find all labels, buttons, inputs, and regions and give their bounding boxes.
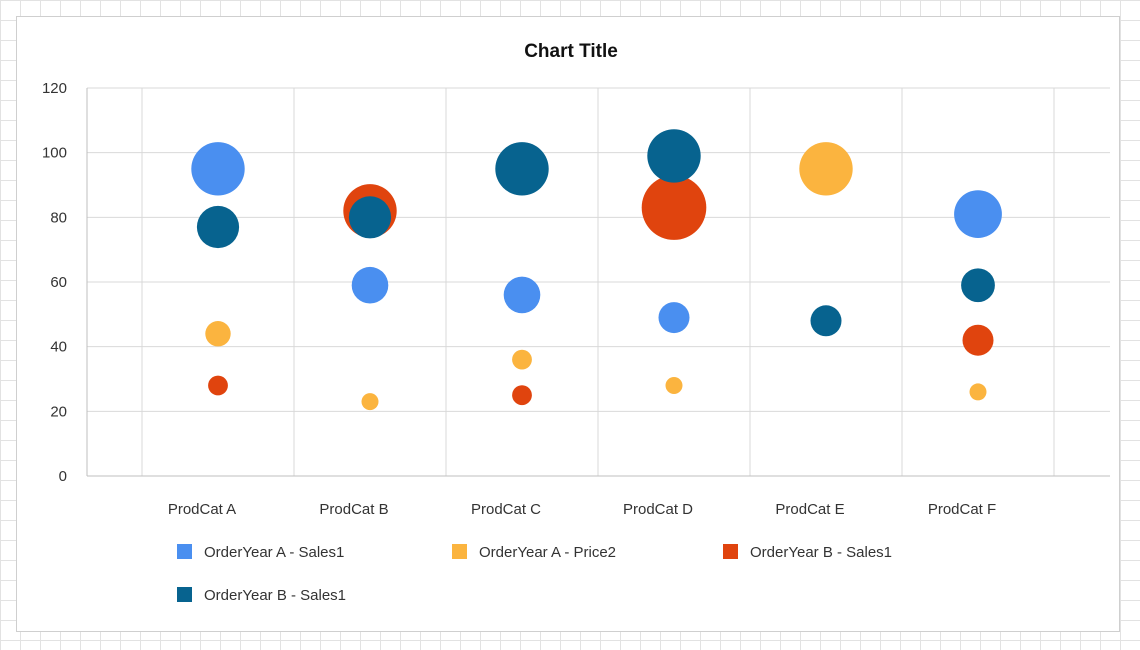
x-category-label: ProdCat D [623, 501, 693, 518]
bubble-s3-prodcat-a [208, 375, 228, 396]
y-tick-label: 0 [59, 468, 67, 485]
bubble-s3-prodcat-d [641, 175, 707, 240]
bubble-s1-prodcat-c [503, 276, 541, 314]
bubble-s1-prodcat-a [191, 142, 245, 196]
y-tick-label: 40 [50, 339, 67, 356]
y-tick-label: 120 [42, 80, 67, 97]
y-tick-label: 20 [50, 403, 67, 420]
bubble-s3-prodcat-f [962, 324, 994, 356]
chart-title: Chart Title [524, 41, 618, 62]
bubble-s1-prodcat-f [954, 190, 1002, 239]
legend-label: OrderYear B - Sales1 [750, 544, 892, 561]
bubble-s4-prodcat-e [810, 305, 842, 337]
bubble-s4-prodcat-d [647, 129, 701, 183]
x-category-label: ProdCat C [471, 501, 541, 518]
bubble-s2-prodcat-d [665, 376, 683, 394]
legend-label: OrderYear A - Sales1 [204, 544, 344, 561]
bubble-s2-prodcat-b [361, 393, 379, 411]
bubble-s2-prodcat-f [969, 383, 987, 401]
bubble-s3-prodcat-c [512, 385, 532, 406]
chart-panel: Chart Title 0 20 40 60 80 100 120 ProdCat A Prod… [16, 16, 1120, 632]
axes: 0 20 40 60 80 100 120 ProdCat A ProdCat B ProdCat… [42, 80, 1110, 518]
bubble-s2-prodcat-e [799, 142, 853, 196]
bubble-chart: Chart Title 0 20 40 60 80 100 120 ProdCat A Prod… [42, 41, 1110, 604]
legend: OrderYear A - Sales1 OrderYear A - Price2… [177, 544, 892, 604]
bubble-s2-prodcat-c [512, 349, 532, 370]
gridlines [87, 87, 1110, 476]
legend-swatch [723, 544, 738, 559]
y-tick-label: 100 [42, 145, 67, 162]
bubbles [191, 129, 1002, 411]
bubble-s4-prodcat-b [348, 196, 392, 239]
bubble-s1-prodcat-d [658, 302, 690, 334]
legend-swatch [177, 544, 192, 559]
legend-swatch [177, 587, 192, 602]
bubble-s4-prodcat-a [196, 205, 240, 249]
bubble-s1-prodcat-b [351, 266, 389, 304]
y-tick-label: 80 [50, 209, 67, 226]
x-category-label: ProdCat E [775, 501, 844, 518]
x-category-label: ProdCat F [928, 501, 996, 518]
bubble-s2-prodcat-a [205, 321, 231, 347]
x-category-label: ProdCat B [319, 501, 388, 518]
bubble-s4-prodcat-f [961, 268, 995, 303]
legend-label: OrderYear A - Price2 [479, 544, 616, 561]
legend-swatch [452, 544, 467, 559]
x-category-label: ProdCat A [168, 501, 236, 518]
legend-label: OrderYear B - Sales1 [204, 587, 346, 604]
bubble-s4-prodcat-c [495, 142, 549, 196]
y-tick-label: 60 [50, 274, 67, 291]
